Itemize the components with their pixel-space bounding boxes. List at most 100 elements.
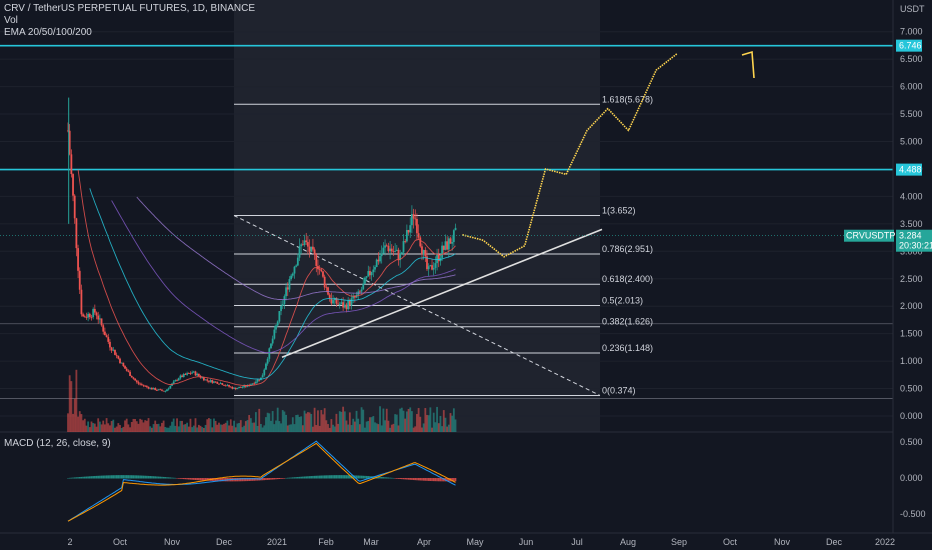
volume-bar xyxy=(256,425,259,432)
macd-histogram-bar xyxy=(139,475,141,479)
volume-bar xyxy=(446,426,449,432)
candle-body xyxy=(119,358,121,364)
macd-histogram-bar xyxy=(189,478,192,480)
volume-bar xyxy=(234,427,237,432)
volume-bar xyxy=(145,420,148,432)
volume-bar xyxy=(184,424,187,432)
volume-bar xyxy=(216,424,219,432)
volume-bar xyxy=(107,423,110,432)
volume-bar xyxy=(370,417,373,432)
volume-bar xyxy=(161,422,163,432)
macd-histogram-bar xyxy=(78,477,81,479)
candle-body xyxy=(100,318,103,326)
macd-histogram-bar xyxy=(432,478,435,482)
volume-bar xyxy=(258,408,261,432)
forecast-arrowhead xyxy=(741,50,755,79)
candle-body xyxy=(98,318,101,320)
candle-body xyxy=(436,254,438,264)
macd-histogram-bar xyxy=(359,475,361,479)
volume-bar xyxy=(244,421,247,432)
macd-legend[interactable]: MACD (12, 26, close, 9) xyxy=(4,438,111,449)
volume-bar xyxy=(263,425,266,432)
candle-body xyxy=(93,308,96,313)
candle-body xyxy=(390,248,393,252)
candle-body xyxy=(315,254,318,266)
macd-histogram-bar xyxy=(453,478,455,482)
candle-body xyxy=(102,325,105,332)
candle-body xyxy=(184,374,187,375)
volume-bar xyxy=(317,410,319,432)
macd-histogram-bar xyxy=(434,478,437,482)
volume-legend[interactable]: Vol xyxy=(4,15,18,26)
macd-histogram-bar xyxy=(238,478,240,482)
candle-body xyxy=(80,289,83,315)
volume-bar xyxy=(449,413,452,432)
time-tick-label: 2022 xyxy=(875,537,895,547)
candle-body xyxy=(231,386,234,389)
macd-histogram-bar xyxy=(129,475,131,479)
level-price-tag-label: 6.746 xyxy=(899,41,922,51)
volume-bar xyxy=(88,427,91,432)
candle-body xyxy=(139,383,142,385)
candle-body xyxy=(95,312,98,316)
ema-legend[interactable]: EMA 20/50/100/200 xyxy=(4,27,92,38)
volume-bar xyxy=(303,410,306,432)
macd-histogram-bar xyxy=(446,478,448,482)
volume-bar xyxy=(224,422,227,432)
candle-body xyxy=(337,303,339,305)
candle-body xyxy=(87,313,90,318)
volume-bar xyxy=(98,421,101,432)
candle-body xyxy=(340,302,343,305)
fibonacci-retracement[interactable]: 1.618(5.678) 1(3.652) 0.786(2.951) 0.618(2.… xyxy=(233,94,653,396)
macd-histogram-bar xyxy=(198,478,200,481)
candle-body xyxy=(338,304,341,305)
macd-histogram-bar xyxy=(412,478,415,481)
macd-histogram-bar xyxy=(221,478,224,482)
volume-bar xyxy=(90,421,93,432)
macd-histogram-bar xyxy=(177,478,180,479)
candle-body xyxy=(276,321,279,326)
candle-body xyxy=(447,238,450,250)
price-tick-label: 0.000 xyxy=(900,411,923,421)
drawings[interactable] xyxy=(281,50,755,358)
macd-histogram-bar xyxy=(236,478,239,482)
volume-bar xyxy=(132,418,135,432)
price-tick-label: 7.000 xyxy=(900,27,923,37)
candle-body xyxy=(124,366,126,369)
volume-bar xyxy=(367,421,370,432)
macd-histogram-bar xyxy=(305,476,308,479)
macd-histogram-bar xyxy=(313,475,316,479)
volume-bar xyxy=(320,410,323,432)
candle-body xyxy=(137,382,140,384)
candle-body xyxy=(310,246,313,252)
volume-bar xyxy=(419,416,422,432)
candle-body xyxy=(132,377,135,379)
candle-body xyxy=(261,375,264,378)
volume-bar xyxy=(276,407,279,432)
macd-histogram-bar xyxy=(369,476,371,479)
macd-histogram-bar xyxy=(216,478,219,482)
ascending-trend-line xyxy=(281,228,603,358)
candle-body xyxy=(142,384,145,386)
candle-body xyxy=(397,249,400,261)
macd-histogram-bar xyxy=(253,478,256,481)
volume-bar xyxy=(238,423,241,432)
volume-bar xyxy=(338,411,341,432)
time-axis[interactable]: 2 Oct Nov Dec 2021 Feb Mar Apr May Jun Jul Aug Sep Oc… xyxy=(0,532,932,547)
candle-body xyxy=(162,390,165,392)
volume-bar xyxy=(350,425,353,432)
candle-body xyxy=(268,348,271,359)
volume-bar xyxy=(156,424,158,432)
level-price-tag xyxy=(896,39,922,52)
volume-bar xyxy=(254,412,257,432)
forecast-path xyxy=(462,53,678,258)
price-axis[interactable]: 0.0000.5001.0001.5002.0002.5003.0003.500… xyxy=(892,0,926,533)
macd-histogram-bar xyxy=(302,476,304,479)
symbol-title[interactable]: CRV / TetherUS PERPETUAL FUTURES, 1D, BI… xyxy=(4,3,255,14)
volume-bar xyxy=(273,424,276,432)
volume-bar xyxy=(125,418,128,432)
volume-bar xyxy=(407,408,410,432)
macd-histogram-bar xyxy=(107,475,110,479)
macd-histogram-bar xyxy=(431,478,433,482)
